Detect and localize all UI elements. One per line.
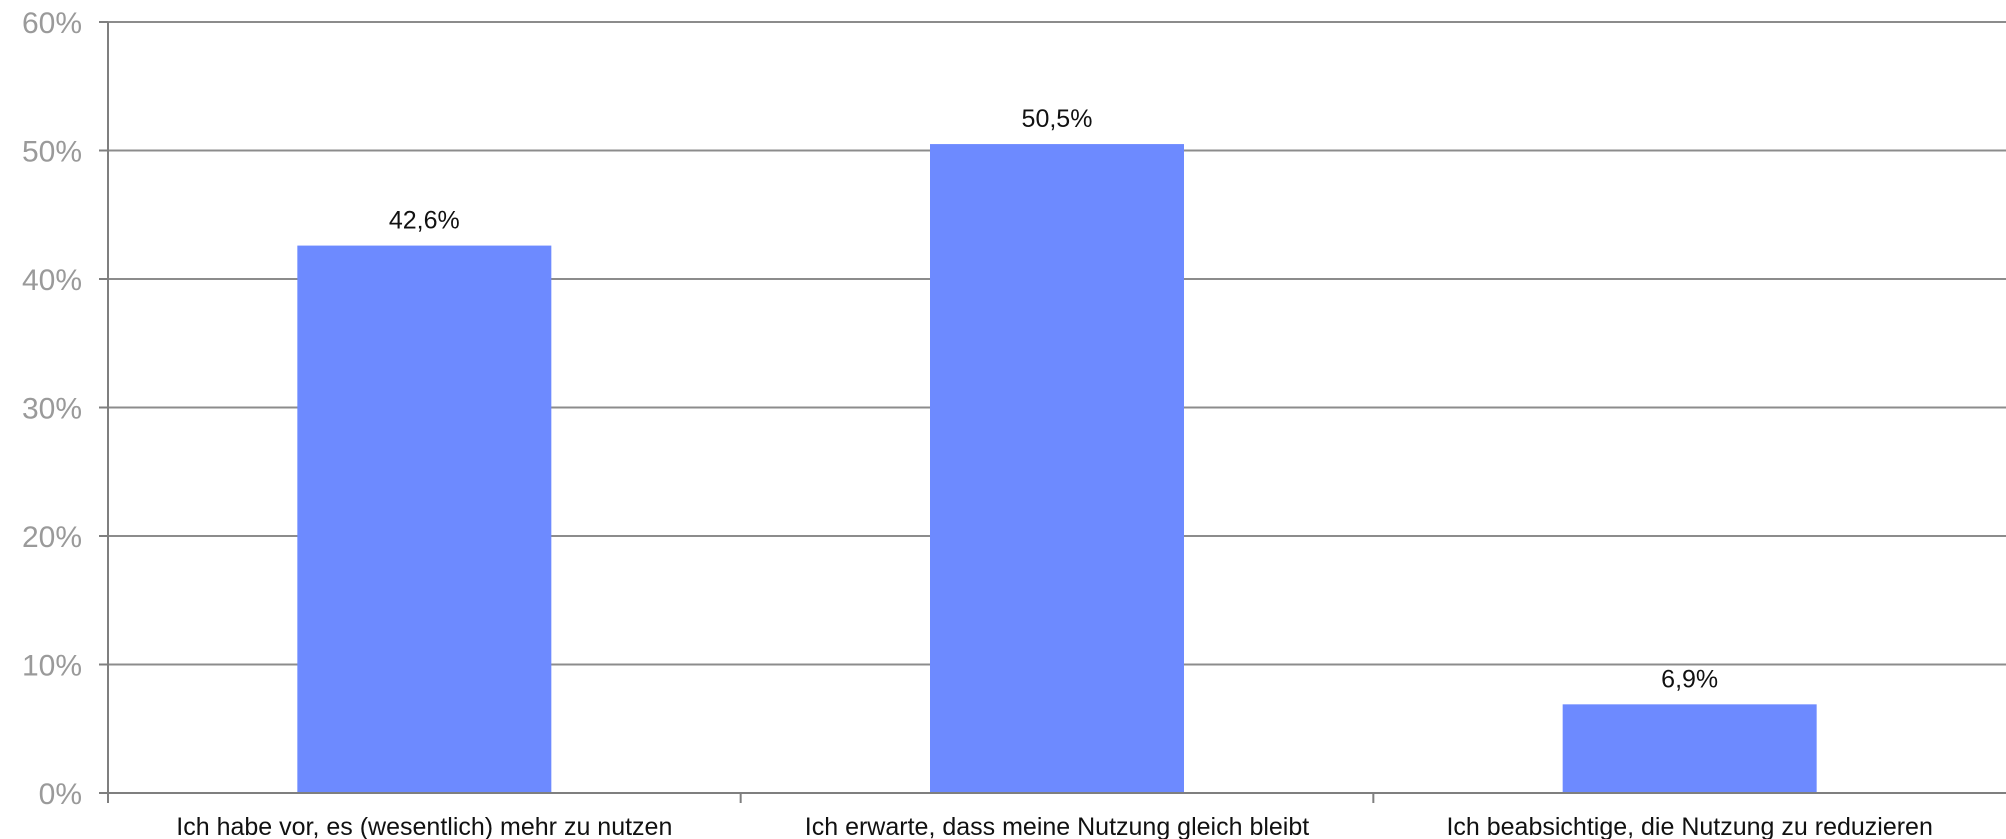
x-category-label: Ich erwarte, dass meine Nutzung gleich b… xyxy=(805,813,1309,839)
y-tick-label: 0% xyxy=(39,778,82,811)
axes xyxy=(99,21,2006,803)
labels: 0% 10% 20% 30% 40% 50% 60% 42,6% Ich habe vor, e… xyxy=(22,7,1933,839)
y-tick-label: 40% xyxy=(22,264,82,297)
x-category-label: Ich beabsichtige, die Nutzung zu reduzie… xyxy=(1446,813,1932,839)
y-tick-label: 10% xyxy=(22,650,82,683)
bars xyxy=(297,144,1817,794)
bar-value-label: 6,9% xyxy=(1661,665,1718,693)
bar xyxy=(930,144,1184,793)
bar-value-label: 50,5% xyxy=(1022,105,1093,133)
x-category-label: Ich habe vor, es (wesentlich) mehr zu nu… xyxy=(176,813,672,839)
y-tick-label: 20% xyxy=(22,521,82,554)
y-tick-label: 30% xyxy=(22,393,82,426)
bar-value-label: 42,6% xyxy=(389,207,460,235)
bar xyxy=(297,245,552,794)
y-tick-label: 50% xyxy=(22,136,82,169)
y-tick-label: 60% xyxy=(22,7,82,40)
bar xyxy=(1562,704,1817,793)
